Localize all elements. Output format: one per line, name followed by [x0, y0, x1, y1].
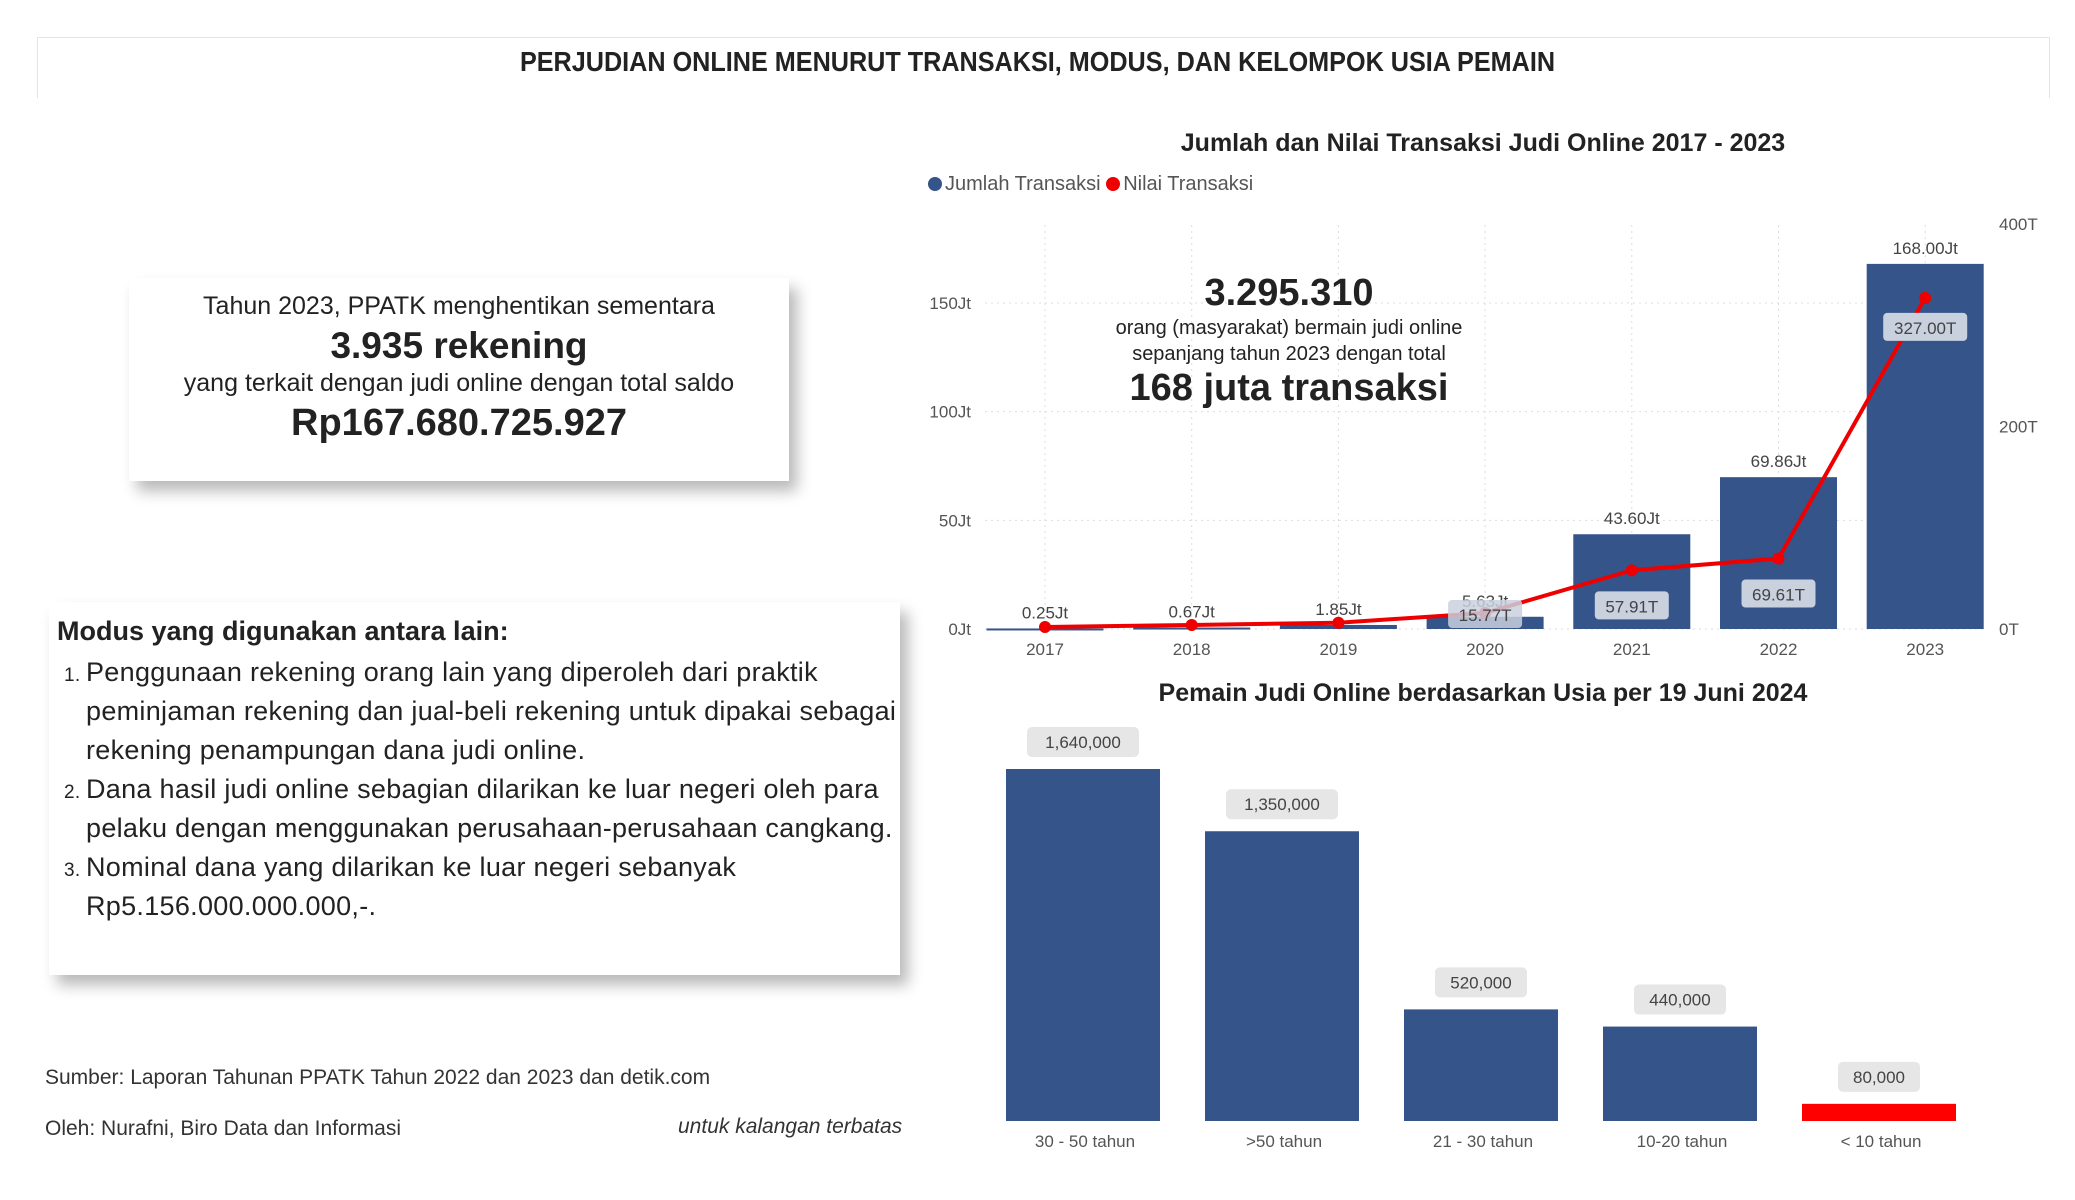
bar-label-box	[1027, 727, 1139, 757]
line-point-2019	[1332, 616, 1345, 629]
line-point-2018	[1185, 618, 1198, 631]
bar-data-label: 69.86Jt	[1751, 452, 1807, 471]
line-data-label: 57.91T	[1605, 597, 1658, 616]
bar-label-box	[1634, 984, 1726, 1015]
x-tick-label: < 10 tahun	[1841, 1132, 1922, 1151]
bar-usia-2	[1404, 1009, 1558, 1121]
restricted-note: untuk kalangan terbatas	[678, 1115, 903, 1138]
x-tick-label: 21 - 30 tahun	[1433, 1132, 1533, 1151]
bar-label-box	[1838, 1061, 1920, 1092]
rekening-count: 3.935 rekening	[330, 325, 588, 366]
x-tick-label: 30 - 50 tahun	[1035, 1132, 1135, 1151]
info-line: Tahun 2023, PPATK menghentikan sementara	[203, 292, 715, 320]
bar-data-label: 0.25Jt	[1022, 603, 1069, 622]
legend-label: Nilai Transaksi	[1123, 173, 1254, 195]
x-tick-label: >50 tahun	[1246, 1132, 1322, 1151]
y-right-tick-label: 200T	[1999, 418, 2038, 437]
rekening-info-card: Tahun 2023, PPATK menghentikan sementara…	[129, 278, 789, 481]
x-tick-label: 2018	[1173, 640, 1211, 659]
modus-heading: Modus yang digunakan antara lain:	[57, 616, 509, 646]
bar-data-label: 0.67Jt	[1169, 603, 1216, 622]
line-point-2021	[1625, 564, 1638, 577]
bar-usia-4	[1802, 1103, 1956, 1121]
line-point-2017	[1039, 620, 1051, 633]
x-tick-label: 10-20 tahun	[1637, 1132, 1728, 1151]
line-label-box	[1448, 600, 1523, 628]
line-point-2022	[1772, 552, 1785, 565]
bar-data-label: 1,640,000	[1045, 733, 1121, 752]
list-item: Penggunaan rekening orang lain yang dipe…	[86, 653, 900, 770]
line-label-box	[1741, 579, 1816, 608]
y-left-tick-label: 150Jt	[929, 294, 971, 313]
bar-label-box	[1435, 967, 1527, 998]
saldo-total: Rp167.680.725.927	[291, 402, 627, 444]
legend-item-nilai[interactable]: Nilai Transaksi	[1106, 173, 1253, 195]
chart1-legend: Jumlah Transaksi Nilai Transaksi	[928, 173, 1253, 196]
x-tick-label: 2022	[1760, 640, 1798, 659]
bar-usia-3	[1603, 1026, 1757, 1121]
line-data-label: 327.00T	[1894, 319, 1956, 338]
bar-data-label: 80,000	[1853, 1068, 1905, 1087]
bar-usia-0	[1006, 769, 1160, 1121]
bar-label-box	[1226, 789, 1338, 820]
y-left-tick-label: 50Jt	[939, 511, 971, 530]
y-left-tick-label: 100Jt	[929, 403, 971, 422]
annotation-text: orang (masyarakat) bermain judi online	[1115, 317, 1463, 339]
chart2-title: Pemain Judi Online berdasarkan Usia per …	[1159, 679, 1808, 707]
bar-usia-1	[1205, 831, 1359, 1121]
players-annotation: 3.295.310 orang (masyarakat) bermain jud…	[1089, 272, 1489, 410]
y-left-tick-label: 0Jt	[948, 620, 971, 639]
header-frame	[37, 37, 2050, 98]
bar-data-label: 168.00Jt	[1893, 239, 1958, 258]
x-tick-label: 2021	[1613, 640, 1651, 659]
transaction-highlight: 168 juta transaksi	[1129, 367, 1449, 409]
x-tick-label: 2020	[1466, 640, 1504, 659]
bar-data-label: 1.85Jt	[1315, 600, 1362, 619]
legend-dot-icon	[928, 177, 942, 191]
info-line: yang terkait dengan judi online dengan t…	[183, 369, 735, 397]
legend-dot-icon	[1106, 177, 1121, 191]
line-point-2023	[1919, 291, 1932, 304]
legend-item-jumlah[interactable]: Jumlah Transaksi	[928, 173, 1101, 195]
y-right-tick-label: 0T	[1999, 620, 2019, 639]
x-tick-label: 2017	[1026, 640, 1064, 659]
bar-data-label: 440,000	[1649, 991, 1710, 1010]
annotation-text: sepanjang tahun 2023 dengan total	[1132, 343, 1446, 365]
bar-data-label: 43.60Jt	[1604, 509, 1660, 528]
page-title: PERJUDIAN ONLINE MENURUT TRANSAKSI, MODU…	[519, 46, 1556, 77]
players-count: 3.295.310	[1204, 272, 1374, 314]
x-tick-label: 2019	[1319, 640, 1357, 659]
bar-data-label: 1,350,000	[1244, 795, 1320, 814]
source-text: Sumber: Laporan Tahunan PPATK Tahun 2022…	[45, 1066, 711, 1089]
legend-label: Jumlah Transaksi	[945, 173, 1101, 195]
y-right-tick-label: 400T	[1999, 215, 2038, 234]
line-data-label: 69.61T	[1752, 586, 1805, 605]
list-item: Nominal dana yang dilarikan ke luar nege…	[86, 848, 900, 926]
line-data-label: 15.77T	[1459, 606, 1512, 625]
list-item: Dana hasil judi online sebagian dilarika…	[86, 770, 900, 848]
modus-list: Penggunaan rekening orang lain yang dipe…	[49, 653, 900, 926]
x-tick-label: 2023	[1906, 640, 1944, 659]
chart1-title: Jumlah dan Nilai Transaksi Judi Online 2…	[1181, 129, 1785, 157]
line-label-box	[1883, 312, 1968, 341]
author-text: Oleh: Nurafni, Biro Data dan Informasi	[45, 1117, 401, 1140]
bar-data-label: 520,000	[1450, 973, 1511, 992]
line-label-box	[1594, 591, 1669, 620]
modus-card: Modus yang digunakan antara lain: Penggu…	[49, 602, 900, 975]
